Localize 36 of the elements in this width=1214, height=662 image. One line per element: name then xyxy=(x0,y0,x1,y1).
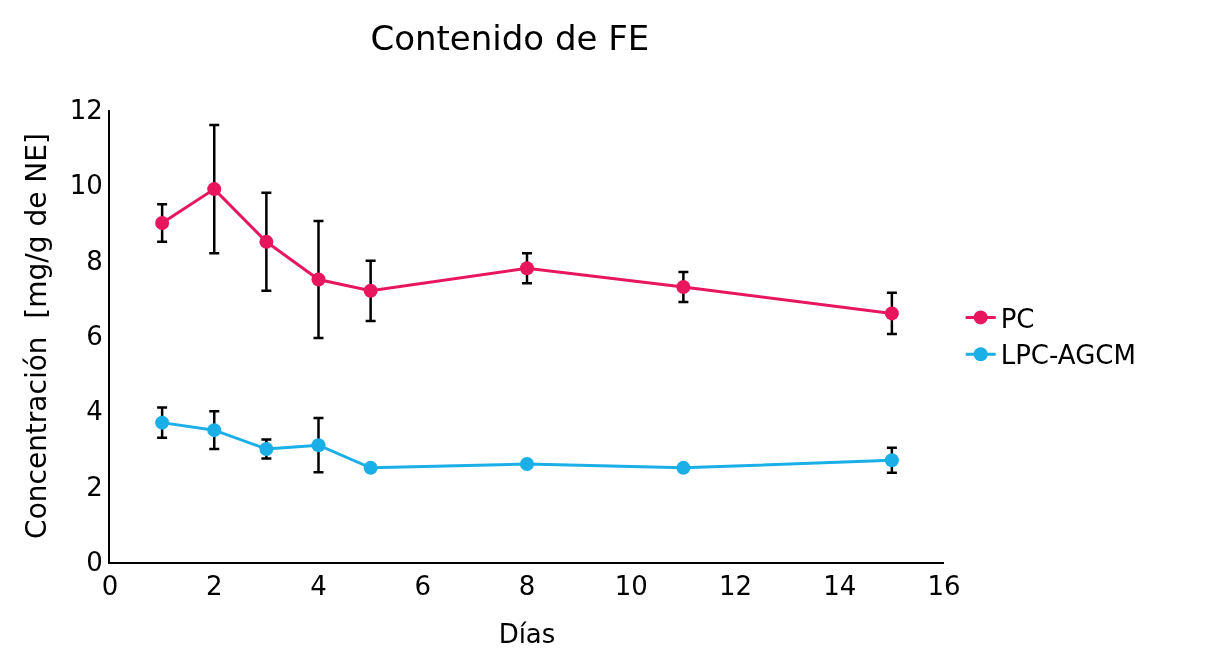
x-tick-label: 16 xyxy=(927,571,961,602)
point xyxy=(520,457,534,472)
point xyxy=(155,415,170,430)
x-tick-label: 8 xyxy=(518,571,536,602)
y-tick-label: 6 xyxy=(86,321,103,352)
point xyxy=(207,182,222,197)
x-axis-title: Días xyxy=(498,619,556,650)
point xyxy=(884,306,899,321)
point xyxy=(676,280,691,295)
point xyxy=(311,272,326,287)
x-tick-label: 4 xyxy=(310,571,327,602)
chart-title: Contenido de FE xyxy=(370,18,650,59)
x-tick-label: 14 xyxy=(823,571,857,602)
point xyxy=(884,453,899,468)
point xyxy=(259,442,274,456)
point xyxy=(363,460,378,475)
y-tick-label: 12 xyxy=(69,95,103,126)
point xyxy=(207,423,222,438)
y-axis-title: Concentración [mg/g de NE] xyxy=(19,133,53,539)
x-tick-label: 2 xyxy=(205,571,223,602)
point xyxy=(155,216,170,230)
y-tick-label: 10 xyxy=(69,170,103,201)
y-tick-label: 4 xyxy=(86,396,103,427)
y-tick-label: 8 xyxy=(86,245,103,276)
legend-label: PC xyxy=(1000,303,1035,334)
x-tick-label: 12 xyxy=(718,571,753,602)
point xyxy=(311,438,326,453)
x-tick-label: 6 xyxy=(414,571,432,602)
y-tick-label: 0 xyxy=(86,547,103,578)
point xyxy=(363,283,378,298)
point xyxy=(520,261,534,276)
point xyxy=(259,234,274,249)
y-tick-label: 2 xyxy=(86,471,103,502)
legend-label: LPC-AGCM xyxy=(1000,340,1136,371)
point xyxy=(676,460,691,475)
x-tick-label: 10 xyxy=(614,571,648,602)
